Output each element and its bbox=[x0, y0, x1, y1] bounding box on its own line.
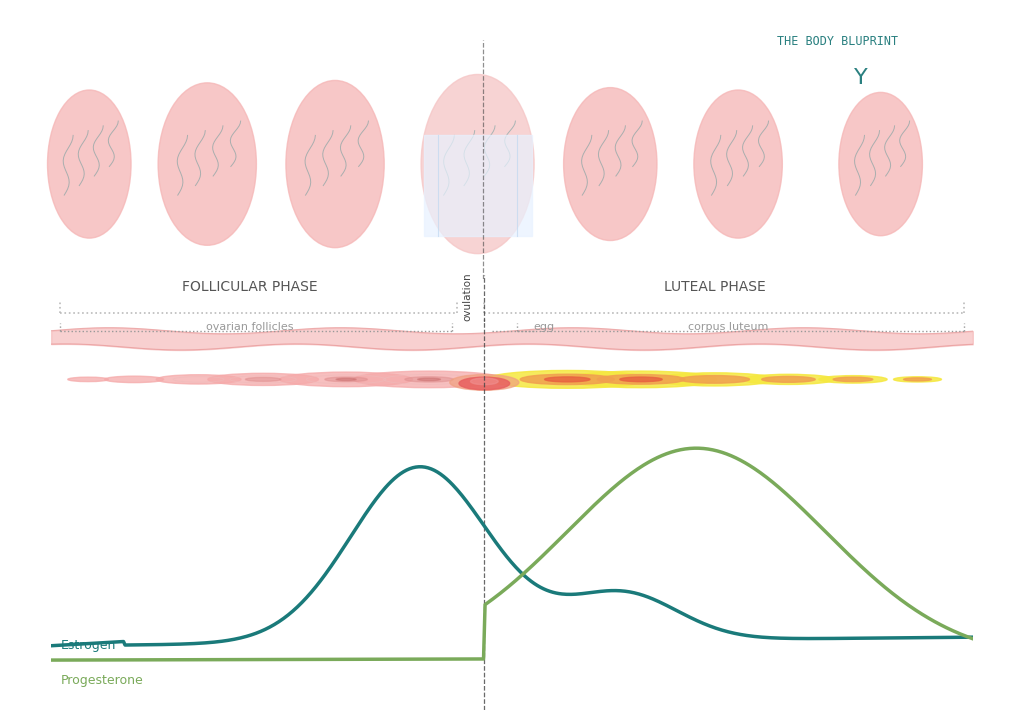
Ellipse shape bbox=[286, 80, 384, 248]
Ellipse shape bbox=[563, 88, 657, 240]
Circle shape bbox=[545, 377, 590, 382]
Circle shape bbox=[404, 376, 454, 382]
Ellipse shape bbox=[694, 90, 782, 238]
Circle shape bbox=[520, 374, 614, 384]
Circle shape bbox=[834, 377, 872, 382]
Text: Estrogen: Estrogen bbox=[60, 639, 116, 652]
Circle shape bbox=[208, 374, 318, 385]
Circle shape bbox=[655, 373, 775, 386]
Circle shape bbox=[418, 378, 440, 381]
Ellipse shape bbox=[47, 90, 131, 238]
Text: ovarian follicles: ovarian follicles bbox=[206, 321, 293, 332]
Text: ovulation: ovulation bbox=[463, 272, 473, 321]
Circle shape bbox=[104, 376, 164, 382]
Text: egg: egg bbox=[534, 321, 555, 332]
Circle shape bbox=[620, 377, 663, 382]
Circle shape bbox=[246, 377, 281, 382]
Circle shape bbox=[597, 374, 685, 384]
Circle shape bbox=[894, 376, 941, 382]
Ellipse shape bbox=[470, 378, 498, 384]
Ellipse shape bbox=[839, 93, 923, 236]
Text: THE BODY BLUPRINT: THE BODY BLUPRINT bbox=[777, 35, 898, 48]
Ellipse shape bbox=[421, 75, 535, 253]
Circle shape bbox=[280, 372, 413, 387]
Circle shape bbox=[680, 376, 750, 383]
Circle shape bbox=[762, 376, 815, 382]
Circle shape bbox=[336, 378, 356, 381]
Circle shape bbox=[486, 371, 648, 388]
Circle shape bbox=[157, 375, 241, 384]
Circle shape bbox=[903, 378, 932, 381]
Bar bbox=[424, 135, 531, 236]
Text: Y: Y bbox=[854, 69, 868, 88]
Text: LUTEAL PHASE: LUTEAL PHASE bbox=[664, 280, 766, 294]
Ellipse shape bbox=[459, 377, 510, 390]
Circle shape bbox=[325, 377, 368, 382]
Text: Progesterone: Progesterone bbox=[60, 674, 143, 687]
Circle shape bbox=[68, 377, 109, 382]
Ellipse shape bbox=[450, 374, 519, 390]
Circle shape bbox=[353, 371, 505, 387]
Circle shape bbox=[565, 371, 717, 387]
Text: corpus luteum: corpus luteum bbox=[688, 321, 769, 332]
Ellipse shape bbox=[158, 83, 256, 245]
Text: FOLLICULAR PHASE: FOLLICULAR PHASE bbox=[181, 280, 317, 294]
Circle shape bbox=[742, 374, 835, 384]
Circle shape bbox=[819, 376, 887, 383]
